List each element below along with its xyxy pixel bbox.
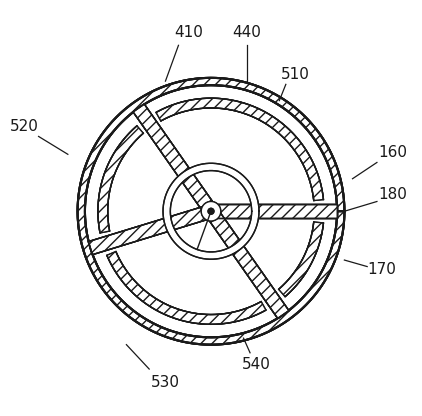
Polygon shape bbox=[214, 204, 337, 218]
Polygon shape bbox=[133, 104, 215, 213]
Polygon shape bbox=[279, 222, 323, 297]
Polygon shape bbox=[107, 252, 266, 324]
Polygon shape bbox=[214, 204, 337, 218]
Text: 410: 410 bbox=[174, 25, 203, 40]
Text: 170: 170 bbox=[368, 262, 396, 277]
Polygon shape bbox=[156, 98, 323, 201]
Polygon shape bbox=[133, 104, 215, 213]
Text: 440: 440 bbox=[233, 25, 261, 40]
Polygon shape bbox=[98, 126, 143, 233]
Polygon shape bbox=[89, 206, 210, 255]
Polygon shape bbox=[207, 210, 289, 318]
Text: 540: 540 bbox=[242, 357, 271, 371]
Polygon shape bbox=[107, 252, 266, 324]
Circle shape bbox=[208, 208, 214, 214]
Text: 520: 520 bbox=[9, 119, 38, 134]
Polygon shape bbox=[156, 98, 323, 201]
Polygon shape bbox=[78, 78, 344, 344]
Text: 160: 160 bbox=[379, 145, 408, 160]
Polygon shape bbox=[207, 210, 289, 318]
Polygon shape bbox=[163, 163, 259, 259]
Polygon shape bbox=[98, 126, 143, 233]
Polygon shape bbox=[163, 163, 259, 259]
Polygon shape bbox=[279, 222, 323, 297]
Text: 510: 510 bbox=[281, 67, 310, 82]
Circle shape bbox=[208, 208, 214, 214]
Text: 530: 530 bbox=[151, 374, 180, 389]
Polygon shape bbox=[201, 201, 221, 221]
Polygon shape bbox=[89, 206, 210, 255]
Text: 180: 180 bbox=[379, 188, 408, 203]
Polygon shape bbox=[201, 201, 221, 221]
Polygon shape bbox=[78, 78, 344, 344]
Polygon shape bbox=[85, 85, 337, 337]
